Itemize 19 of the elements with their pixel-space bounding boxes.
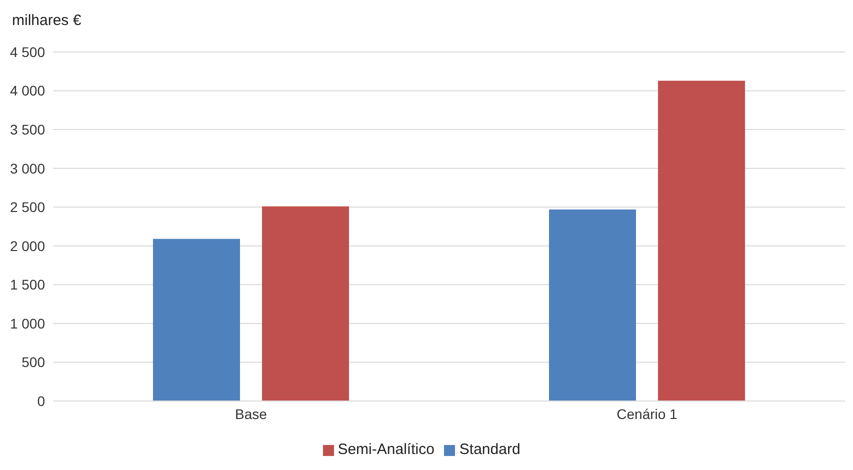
y-tick-label: 3 500	[10, 122, 46, 138]
bar	[549, 209, 636, 401]
bar	[262, 206, 349, 401]
x-tick-label: Cenário 1	[616, 406, 678, 422]
y-tick-label: 0	[37, 392, 46, 409]
y-tick-label: 3 000	[10, 160, 46, 176]
x-tick-label: Base	[235, 406, 268, 422]
y-tick-label: 1 500	[10, 276, 46, 293]
bar	[658, 80, 745, 401]
bar	[153, 238, 240, 401]
y-tick-label: 2 000	[10, 238, 46, 254]
y-tick-label: 4 500	[10, 44, 46, 60]
y-tick-label: 2 500	[10, 199, 46, 216]
legend-label: Semi-Analítico	[338, 441, 434, 458]
legend-label: Standard	[459, 441, 520, 458]
y-tick-label: 4 000	[10, 82, 46, 99]
y-tick-label: 1 000	[10, 315, 46, 332]
y-tick-label: 500	[22, 354, 46, 370]
y-axis-title: milhares €	[12, 12, 82, 29]
